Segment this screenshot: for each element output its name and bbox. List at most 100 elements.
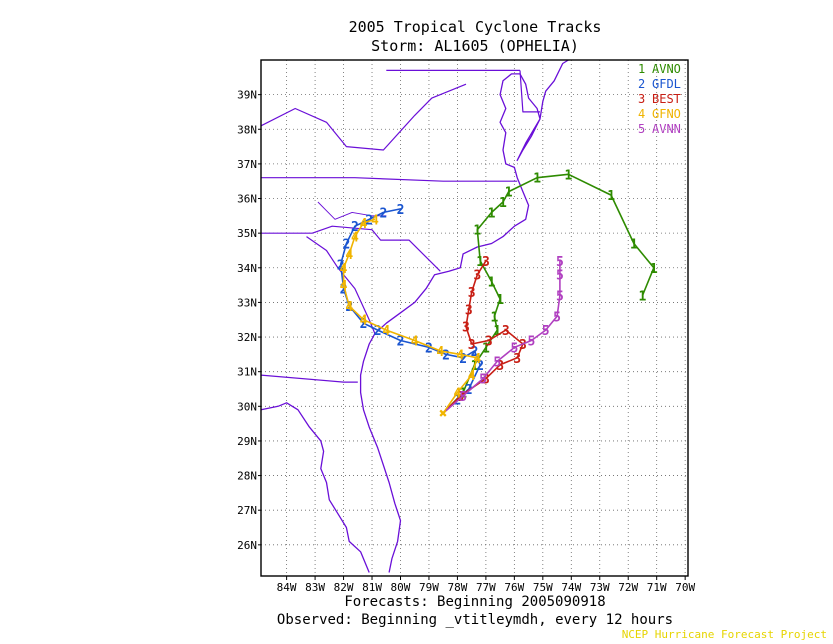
track-point-avno: 1 — [496, 293, 504, 308]
map-frame — [260, 59, 689, 577]
lon-tick-label: 84W — [277, 581, 297, 594]
track-point-gfdl: 2 — [345, 300, 353, 315]
track-avnn — [442, 260, 561, 414]
lat-tick-label: 29N — [237, 435, 257, 448]
coastline-gulf — [260, 402, 370, 573]
track-point-avnn: 5 — [556, 255, 564, 270]
lon-tick-label: 73W — [590, 581, 610, 594]
track-point-gfno: 4 — [411, 335, 419, 350]
track-point-gfno: 4 — [468, 369, 476, 384]
lat-tick-label: 27N — [237, 504, 257, 517]
track-point-best: 3 — [513, 352, 521, 367]
lon-tick-label: 80W — [391, 581, 411, 594]
track-point-best: 3 — [485, 335, 493, 350]
track-point-gfdl: 2 — [342, 238, 350, 253]
lat-tick-label: 32N — [237, 331, 257, 344]
track-point-avno: 1 — [488, 206, 496, 221]
track-point-best: 3 — [482, 255, 490, 270]
legend-number: 4 — [638, 107, 645, 121]
border-fl-ga — [260, 374, 358, 383]
border-sc-nc — [261, 225, 441, 272]
lon-tick-label: 76W — [504, 581, 524, 594]
lat-tick-label: 30N — [237, 400, 257, 413]
track-point-gfno: 4 — [360, 314, 368, 329]
lon-tick-label: 82W — [334, 581, 354, 594]
track-point-gfno: 4 — [456, 348, 464, 363]
track-point-gfdl: 2 — [459, 352, 467, 367]
track-point-gfno: 4 — [340, 279, 348, 294]
track-point-best: 3 — [462, 321, 470, 336]
lon-tick-label: 71W — [647, 581, 667, 594]
lat-tick-label: 36N — [237, 193, 257, 206]
credit-text: NCEP Hurricane Forecast Project — [621, 628, 827, 641]
track-point-avno: 1 — [607, 189, 615, 204]
track-gfno — [342, 218, 479, 414]
track-point-gfdl: 2 — [442, 348, 450, 363]
forecasts-caption: Forecasts: Beginning 2005090918 — [344, 594, 606, 610]
legend-number: 5 — [638, 122, 645, 136]
track-point-avnn: 5 — [556, 269, 564, 284]
legend-number: 3 — [638, 92, 645, 106]
track-point-avno: 1 — [482, 341, 490, 356]
lat-tick-label: 33N — [237, 296, 257, 309]
track-point-avnn: 5 — [528, 335, 536, 350]
track-point-avnn: 5 — [459, 390, 467, 405]
coastline-atlantic — [359, 59, 569, 573]
lon-tick-label: 83W — [305, 581, 325, 594]
track-point-avnn: 5 — [479, 373, 487, 388]
track-point-best: 3 — [519, 338, 527, 353]
track-point-avno: 1 — [505, 186, 513, 201]
lat-tick-label: 37N — [237, 158, 257, 171]
track-point-gfno: 4 — [371, 213, 379, 228]
track-point-best: 3 — [465, 303, 473, 318]
legend-label-best: BEST — [652, 92, 681, 106]
lon-tick-label: 77W — [476, 581, 496, 594]
track-point-gfno: 4 — [436, 345, 444, 360]
track-point-gfdl: 2 — [374, 324, 382, 339]
lon-tick-label: 70W — [675, 581, 695, 594]
track-point-avno: 1 — [473, 224, 481, 239]
track-point-avno: 1 — [650, 262, 658, 277]
track-point-gfno: 4 — [382, 324, 390, 339]
lat-tick-label: 38N — [237, 123, 257, 136]
legend-label-avno: AVNO — [652, 62, 681, 76]
track-point-avno: 1 — [565, 168, 573, 183]
track-point-gfno: 4 — [454, 386, 462, 401]
track-point-avno: 1 — [630, 238, 638, 253]
track-point-gfdl: 2 — [471, 345, 479, 360]
track-point-best: 3 — [482, 373, 490, 388]
track-point-gfdl: 2 — [397, 203, 405, 218]
lon-tick-label: 72W — [618, 581, 638, 594]
track-point-avnn: 5 — [510, 341, 518, 356]
track-point-avno: 1 — [533, 172, 541, 187]
track-point-gfno: 4 — [351, 231, 359, 246]
lat-tick-label: 34N — [237, 262, 257, 275]
legend-number: 1 — [638, 62, 645, 76]
track-point-avnn: 5 — [493, 355, 501, 370]
track-point-gfno: 4 — [345, 300, 353, 315]
track-point-avno: 1 — [499, 196, 507, 211]
track-point-avno: 1 — [488, 276, 496, 291]
lat-tick-label: 35N — [237, 227, 257, 240]
track-point-gfdl: 2 — [351, 220, 359, 235]
lon-tick-label: 74W — [561, 581, 581, 594]
track-point-gfno: 4 — [360, 217, 368, 232]
track-best — [442, 260, 524, 414]
track-point-best: 3 — [502, 324, 510, 339]
track-point-gfno: 4 — [340, 262, 348, 277]
track-point-gfdl: 2 — [337, 258, 345, 273]
track-point-gfdl: 2 — [379, 206, 387, 221]
track-point-gfno: 4 — [473, 352, 481, 367]
track-point-best: 3 — [468, 338, 476, 353]
lon-tick-label: 78W — [447, 581, 467, 594]
track-gfdl — [339, 208, 482, 414]
lat-tick-label: 31N — [237, 366, 257, 379]
track-point-gfdl: 2 — [340, 283, 348, 298]
track-point-gfdl: 2 — [360, 317, 368, 332]
observed-caption: Observed: Beginning _vtitleymdh, every 1… — [276, 612, 674, 628]
lon-tick-label: 75W — [533, 581, 553, 594]
track-point-avnn: 5 — [556, 289, 564, 304]
track-point-best: 3 — [468, 286, 476, 301]
lon-tick-label: 79W — [419, 581, 439, 594]
